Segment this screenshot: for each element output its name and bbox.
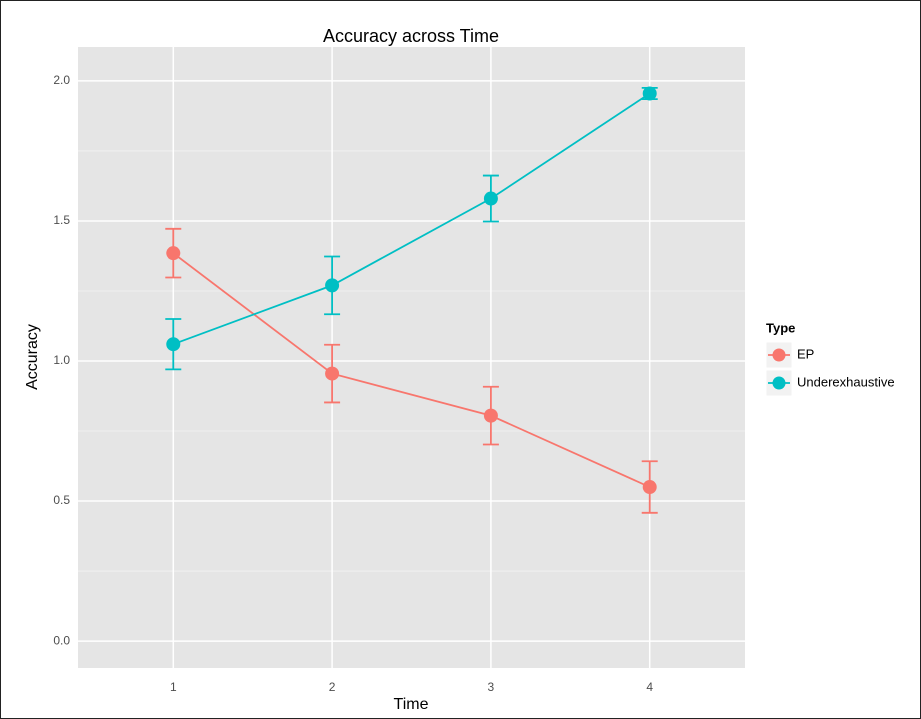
legend-key-point: [772, 376, 786, 390]
chart-title: Accuracy across Time: [323, 26, 499, 46]
marks: [165, 86, 658, 514]
point: [325, 278, 340, 293]
x-axis-label: Time: [394, 696, 429, 713]
legend-title: Type: [766, 320, 795, 335]
y-tick-label: 0.5: [53, 493, 70, 507]
x-tick-label: 3: [488, 680, 495, 694]
point: [166, 246, 181, 261]
x-tick-label: 4: [646, 680, 653, 694]
y-tick-label: 1.5: [53, 213, 70, 227]
point: [483, 408, 498, 423]
point: [483, 191, 498, 206]
y-tick-label: 1.0: [53, 353, 70, 367]
point: [642, 86, 657, 101]
legend-label: EP: [797, 346, 814, 361]
y-axis-label: Accuracy: [24, 324, 41, 390]
plot-panel: [78, 47, 745, 668]
x-tick-label: 2: [329, 680, 336, 694]
point: [325, 366, 340, 381]
point: [642, 480, 657, 495]
legend-label: Underexhaustive: [797, 374, 895, 389]
y-tick-label: 2.0: [53, 73, 70, 87]
legend-key-point: [772, 348, 786, 362]
x-tick-label: 1: [170, 680, 177, 694]
y-tick-label: 0.0: [53, 633, 70, 647]
point: [166, 337, 181, 352]
series-line: [172, 92, 651, 346]
legend: EP Underexhaustive: [765, 341, 895, 397]
series-line: [172, 252, 651, 488]
